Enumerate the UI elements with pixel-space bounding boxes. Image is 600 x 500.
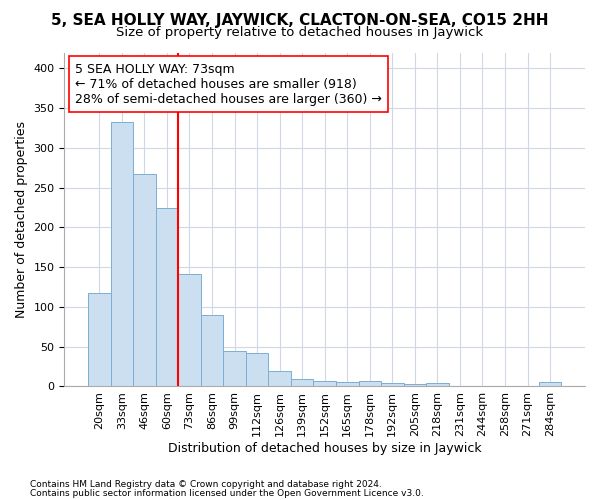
Bar: [313, 381, 336, 386]
X-axis label: Distribution of detached houses by size in Jaywick: Distribution of detached houses by size …: [168, 442, 482, 455]
Bar: [178, 274, 201, 386]
Bar: [359, 381, 381, 386]
Bar: [223, 350, 246, 386]
Text: Size of property relative to detached houses in Jaywick: Size of property relative to detached ho…: [116, 26, 484, 39]
Text: 5 SEA HOLLY WAY: 73sqm
← 71% of detached houses are smaller (918)
28% of semi-de: 5 SEA HOLLY WAY: 73sqm ← 71% of detached…: [75, 62, 382, 106]
Bar: [426, 384, 449, 386]
Bar: [133, 174, 155, 386]
Bar: [246, 353, 268, 386]
Bar: [88, 294, 110, 386]
Bar: [155, 208, 178, 386]
Bar: [404, 384, 426, 386]
Text: Contains public sector information licensed under the Open Government Licence v3: Contains public sector information licen…: [30, 489, 424, 498]
Bar: [110, 122, 133, 386]
Text: Contains HM Land Registry data © Crown copyright and database right 2024.: Contains HM Land Registry data © Crown c…: [30, 480, 382, 489]
Text: 5, SEA HOLLY WAY, JAYWICK, CLACTON-ON-SEA, CO15 2HH: 5, SEA HOLLY WAY, JAYWICK, CLACTON-ON-SE…: [51, 12, 549, 28]
Bar: [268, 372, 291, 386]
Bar: [539, 382, 562, 386]
Bar: [201, 315, 223, 386]
Y-axis label: Number of detached properties: Number of detached properties: [15, 121, 28, 318]
Bar: [381, 384, 404, 386]
Bar: [336, 382, 359, 386]
Bar: [291, 378, 313, 386]
